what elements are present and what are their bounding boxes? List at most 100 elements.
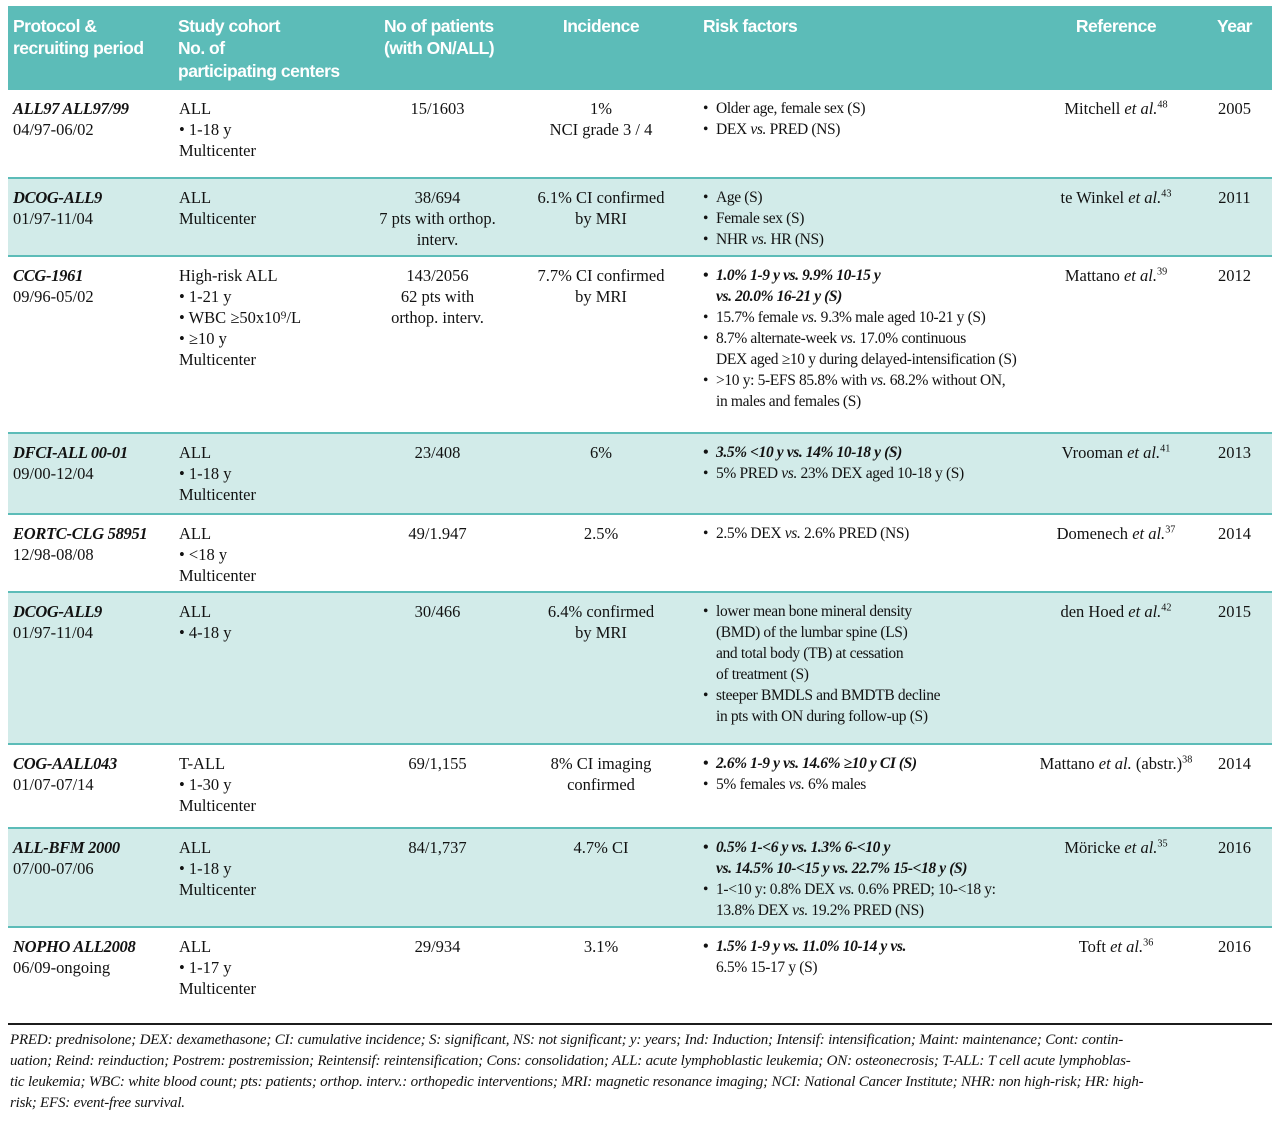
reference-etal: et al. bbox=[1124, 838, 1158, 858]
risk-factor-item: vs. 20.0% 16-21 y (S) bbox=[716, 288, 842, 306]
incidence-cell: 7.7% CI confirmed by MRI bbox=[537, 266, 665, 307]
cohort-cell: ALL • 1-17 y Multicenter bbox=[179, 937, 256, 999]
risk-factor-item: • Female sex (S) bbox=[703, 210, 805, 228]
bullet-icon: • bbox=[703, 210, 709, 228]
protocol-name: DCOG-ALL9 bbox=[13, 188, 102, 208]
protocol-name: ALL97 ALL97/99 bbox=[13, 99, 129, 119]
risk-factor-item: (BMD) of the lumbar spine (LS) bbox=[716, 624, 908, 642]
vs-emphasis: vs. bbox=[781, 465, 797, 483]
incidence-cell: 2.5% bbox=[583, 524, 619, 544]
risk-factor-item: • 2.5% DEX vs. 2.6% PRED (NS) bbox=[703, 525, 909, 543]
risk-factor-item: 6.5% 15-17 y (S) bbox=[716, 959, 818, 977]
vs-emphasis: vs. bbox=[840, 330, 857, 348]
protocol-name: DFCI-ALL 00-01 bbox=[13, 443, 128, 463]
reference-cell: Vrooman et al.41 bbox=[1035, 442, 1197, 508]
protocol-cell: DCOG-ALL9 01/97-11/04 bbox=[8, 601, 178, 738]
reference-cell: den Hoed et al.42 bbox=[1035, 601, 1197, 738]
protocol-cell: NOPHO ALL2008 06/09-ongoing bbox=[8, 936, 178, 1018]
bullet-icon: • bbox=[703, 465, 709, 483]
reference-etal: et al. bbox=[1127, 443, 1161, 463]
reference-etal: et al. bbox=[1110, 937, 1144, 957]
risk-factor-item: • 15.7% female vs. 9.3% male aged 10-21 y… bbox=[703, 309, 986, 327]
risk-factors-cell: • 3.5% <10 y vs. 14% 10-18 y (S) • 5% PRED … bbox=[687, 442, 1035, 508]
vs-emphasis: vs. bbox=[716, 288, 732, 306]
risk-factors-cell: • 2.5% DEX vs. 2.6% PRED (NS) bbox=[687, 523, 1035, 586]
table-header: Protocol & recruiting period Study cohor… bbox=[8, 6, 1272, 91]
protocol-period: 09/00-12/04 bbox=[13, 464, 94, 484]
protocol-name: DCOG-ALL9 bbox=[13, 602, 102, 622]
year-cell: 2013 bbox=[1218, 443, 1251, 463]
vs-emphasis: vs. bbox=[890, 938, 906, 956]
protocol-name: ALL-BFM 2000 bbox=[13, 838, 120, 858]
table-row: ALL97 ALL97/99 04/97-06/02 ALL • 1-18 y Mu… bbox=[8, 90, 1272, 177]
reference-authors: Toft bbox=[1078, 937, 1111, 957]
bullet-icon: • bbox=[703, 687, 709, 705]
risk-factor-item: • 8.7% alternate-week vs. 17.0% continuou… bbox=[703, 330, 966, 348]
year-cell: 2011 bbox=[1218, 188, 1251, 208]
vs-emphasis: vs. bbox=[791, 839, 808, 857]
risk-factor-item: • 0.5% 1-<6 y vs. 1.3% 6-<10 y bbox=[703, 839, 890, 857]
reference-etal: et al. bbox=[1128, 602, 1162, 622]
risk-factor-item: in males and females (S) bbox=[716, 393, 861, 411]
reference-cell: Toft et al.36 bbox=[1035, 936, 1197, 1018]
year-cell: 2014 bbox=[1218, 524, 1251, 544]
reference-authors: Mitchell bbox=[1064, 99, 1125, 119]
risk-factor-item: • steeper BMDLS and BMDTB decline bbox=[703, 687, 941, 705]
protocol-period: 09/96-05/02 bbox=[13, 287, 94, 307]
cohort-cell: High-risk ALL • 1-21 y • WBC ≥50x10⁹/L •… bbox=[179, 266, 302, 370]
year-cell: 2005 bbox=[1218, 99, 1251, 119]
reference-number: 37 bbox=[1165, 524, 1176, 536]
table-row: DCOG-ALL9 01/97-11/04 ALL Multicenter 38/69… bbox=[8, 177, 1272, 256]
header-study-cohort: Study cohort No. of participating center… bbox=[178, 16, 340, 81]
risk-factors-cell: • 2.6% 1-9 y vs. 14.6% ≥10 y CI (S) • 5% fe… bbox=[687, 753, 1035, 822]
reference-authors: Domenech bbox=[1056, 524, 1133, 544]
year-cell: 2014 bbox=[1218, 754, 1251, 774]
patients-cell: 143/2056 62 pts with orthop. interv. bbox=[391, 266, 484, 328]
protocol-cell: CCG-1961 09/96-05/02 bbox=[8, 265, 178, 427]
reference-number: 41 bbox=[1160, 443, 1171, 455]
patients-cell: 69/1,155 bbox=[408, 754, 467, 774]
protocol-name: COG-AALL043 bbox=[13, 754, 117, 774]
vs-emphasis: vs. bbox=[751, 231, 767, 249]
header-year: Year bbox=[1217, 16, 1252, 36]
reference-number: 43 bbox=[1161, 188, 1172, 200]
risk-factor-item: DEX aged ≥10 y during delayed-intensific… bbox=[716, 351, 1017, 369]
reference-cell: te Winkel et al.43 bbox=[1035, 187, 1197, 250]
cohort-cell: ALL • <18 y Multicenter bbox=[179, 524, 256, 586]
bullet-icon: • bbox=[703, 881, 709, 899]
bullet-icon: • bbox=[703, 121, 709, 139]
reference-authors: Vrooman bbox=[1061, 443, 1128, 463]
vs-emphasis: vs. bbox=[832, 860, 849, 878]
reference-cell: Domenech et al.37 bbox=[1035, 523, 1197, 586]
year-cell: 2016 bbox=[1218, 838, 1251, 858]
protocol-cell: DFCI-ALL 00-01 09/00-12/04 bbox=[8, 442, 178, 508]
table-row: EORTC-CLG 58951 12/98-08/08 ALL • <18 y Mu… bbox=[8, 513, 1272, 591]
reference-note: (abstr.) bbox=[1131, 754, 1183, 774]
bullet-icon: • bbox=[703, 330, 709, 348]
risk-factor-item: and total body (TB) at cessation bbox=[716, 645, 904, 663]
patients-cell: 29/934 bbox=[414, 937, 461, 957]
risk-factor-item: • 1-<10 y: 0.8% DEX vs. 0.6% PRED; 10-<18… bbox=[703, 881, 996, 899]
patients-cell: 84/1,737 bbox=[408, 838, 467, 858]
table-row: DFCI-ALL 00-01 09/00-12/04 ALL • 1-18 y Mu… bbox=[8, 432, 1272, 514]
reference-etal: et al. bbox=[1132, 524, 1166, 544]
reference-cell: Möricke et al.35 bbox=[1035, 837, 1197, 921]
risk-factor-item: of treatment (S) bbox=[716, 666, 809, 684]
year-cell: 2016 bbox=[1218, 937, 1251, 957]
incidence-cell: 8% CI imaging confirmed bbox=[550, 754, 652, 795]
protocol-period: 01/97-11/04 bbox=[13, 209, 94, 229]
risk-factor-item: • 3.5% <10 y vs. 14% 10-18 y (S) bbox=[703, 444, 902, 462]
patients-cell: 49/1.947 bbox=[408, 524, 467, 544]
patients-cell: 23/408 bbox=[414, 443, 461, 463]
vs-emphasis: vs. bbox=[784, 525, 801, 543]
table-row: NOPHO ALL2008 06/09-ongoing ALL • 1-17 y M… bbox=[8, 926, 1272, 1023]
cohort-cell: ALL • 4-18 y bbox=[179, 602, 232, 643]
bullet-icon: • bbox=[703, 525, 709, 543]
risk-factors-cell: • 1.5% 1-9 y vs. 11.0% 10-14 y vs. 6.5% 15… bbox=[687, 936, 1035, 1018]
reference-authors: den Hoed bbox=[1060, 602, 1129, 622]
header-reference: Reference bbox=[1075, 16, 1157, 36]
patients-cell: 38/694 7 pts with orthop. interv. bbox=[379, 188, 496, 250]
cohort-cell: ALL • 1-18 y Multicenter bbox=[179, 838, 256, 900]
reference-etal: et al. bbox=[1124, 99, 1158, 119]
